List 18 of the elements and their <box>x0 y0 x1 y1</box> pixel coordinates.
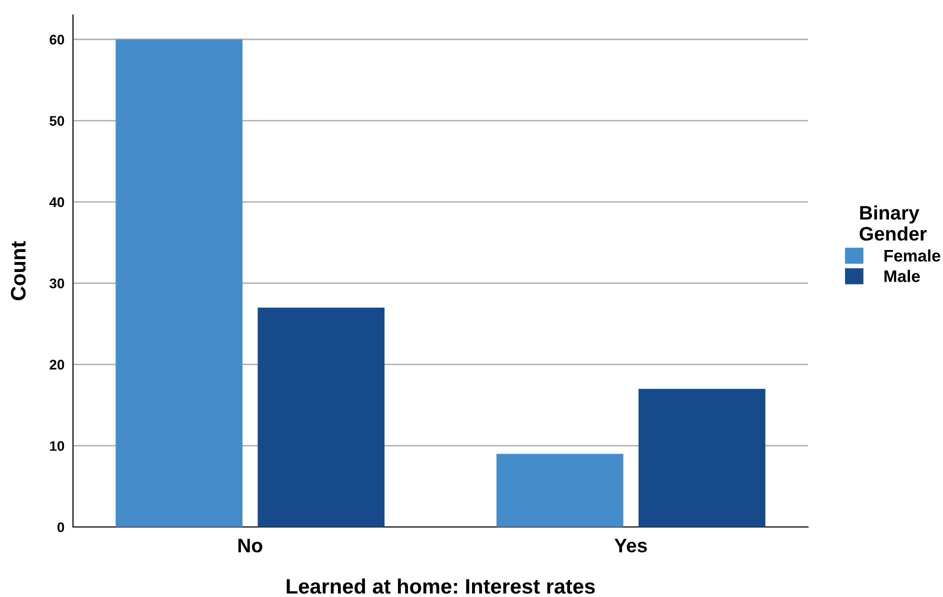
y-tick-label: 20 <box>50 360 64 370</box>
legend-label: Female <box>884 249 940 262</box>
bar <box>638 388 766 527</box>
y-tick-label: 10 <box>50 441 64 451</box>
bar <box>258 308 385 527</box>
legend-label: Male <box>884 270 920 282</box>
y-tick-label: 0 <box>57 522 64 532</box>
x-tick-label: No <box>238 538 262 552</box>
x-tick-label: Yes <box>614 538 647 552</box>
y-tick-label: 30 <box>50 278 64 288</box>
y-tick-label: 40 <box>49 197 64 208</box>
x-axis-title: Learned at home: Interest rates <box>286 578 595 594</box>
bar <box>496 454 624 527</box>
y-tick-label: 60 <box>50 34 64 45</box>
legend-title: Binary Gender <box>860 205 927 241</box>
y-axis-title: Count <box>10 241 26 300</box>
y-tick-label: 50 <box>50 116 64 126</box>
bar <box>116 39 242 527</box>
